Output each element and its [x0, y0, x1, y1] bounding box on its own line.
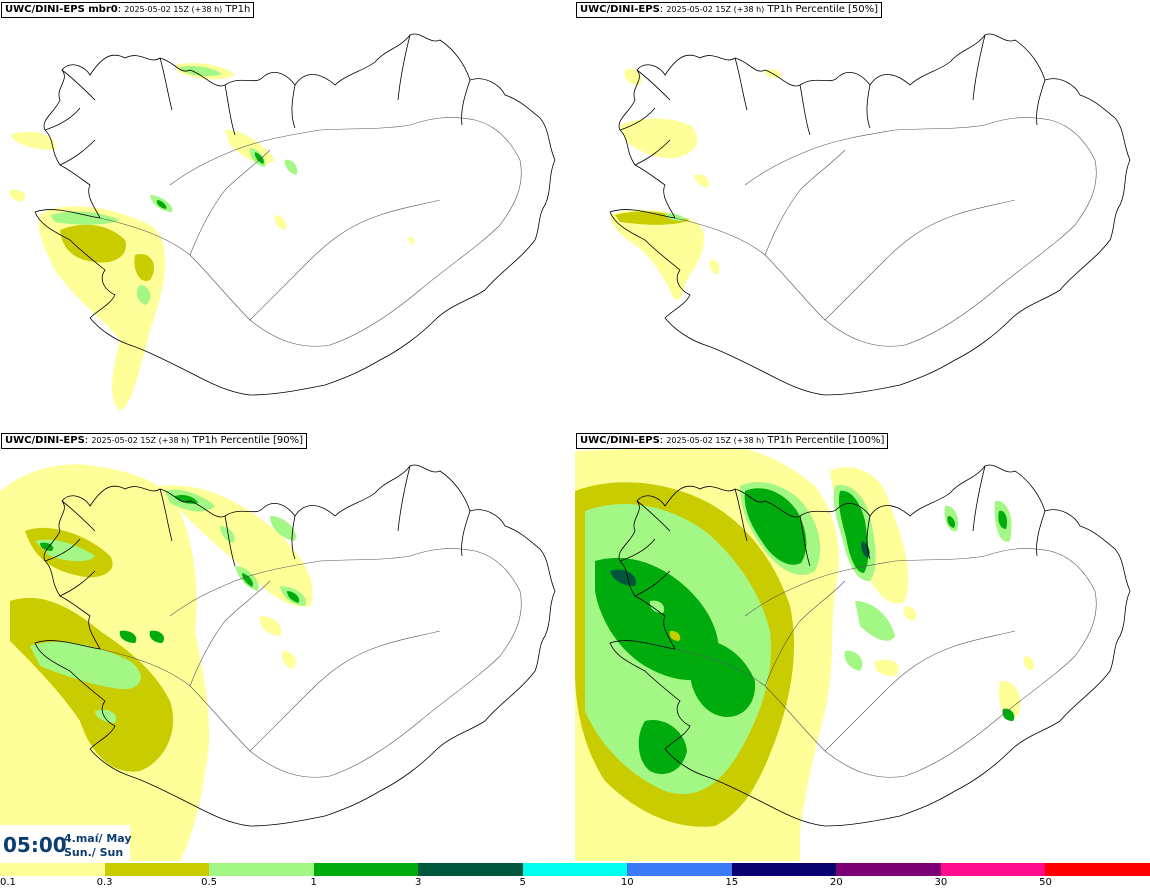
colorbar-tick-label: 0.3 — [96, 877, 113, 888]
colorbar-segment — [1045, 863, 1150, 876]
colorbar-ticks: 0.1 0.3 0.5 1 3 5 10 15 20 30 50 — [0, 877, 1150, 891]
colorbar-tick-label: 30 — [934, 877, 948, 888]
precip-map — [0, 464, 556, 861]
colorbar-tick-label: 0.1 — [0, 877, 16, 888]
precip-map — [575, 445, 1131, 861]
panel-title: UWC/DINI-EPS: 2025-05-02 15Z (+38 h) TP1… — [576, 2, 883, 18]
map-panel-p50: UWC/DINI-EPS: 2025-05-02 15Z (+38 h) TP1… — [575, 0, 1150, 430]
colorbar-segment — [731, 863, 837, 876]
precip-map — [9, 33, 556, 410]
colorbar-segment — [522, 863, 628, 876]
map-panel-mbr0: UWC/DINI-EPS mbr0: 2025-05-02 15Z (+38 h… — [0, 0, 575, 430]
panel-title: UWC/DINI-EPS mbr0: 2025-05-02 15Z (+38 h… — [1, 2, 255, 18]
colorbar-tick-label: 50 — [1039, 877, 1052, 888]
precip-colorbar — [0, 863, 1150, 876]
colorbar-tick-label: 3 — [414, 877, 422, 888]
colorbar-tick-label: 5 — [519, 877, 526, 888]
colorbar-segment — [627, 863, 732, 876]
colorbar-tick-label: 10 — [620, 877, 634, 888]
colorbar-segment — [836, 863, 941, 876]
map-panel-p90: UWC/DINI-EPS: 2025-05-02 15Z (+38 h) TP1… — [0, 431, 575, 861]
valid-date-line2: Sun./ Sun — [64, 846, 124, 859]
colorbar-segment — [104, 863, 210, 876]
colorbar-segment — [0, 863, 105, 876]
valid-date-line1: 4.maí/ May — [64, 832, 132, 845]
colorbar-tick-label: 1 — [310, 877, 317, 888]
colorbar-tick-label: 20 — [829, 877, 843, 888]
valid-time: 05:00 — [3, 833, 67, 857]
colorbar-tick-label: 0.5 — [201, 877, 218, 888]
colorbar-segment — [940, 863, 1046, 876]
map-panel-p100: UWC/DINI-EPS: 2025-05-02 15Z (+38 h) TP1… — [575, 431, 1150, 861]
colorbar-segment — [209, 863, 314, 876]
valid-time-box: 05:00 4.maí/ May Sun./ Sun — [0, 825, 132, 861]
colorbar-segment — [418, 863, 523, 876]
precip-map — [609, 33, 1131, 396]
panel-title: UWC/DINI-EPS: 2025-05-02 15Z (+38 h) TP1… — [1, 433, 308, 449]
colorbar-tick-label: 15 — [725, 877, 739, 888]
colorbar-segment — [313, 863, 419, 876]
panel-title: UWC/DINI-EPS: 2025-05-02 15Z (+38 h) TP1… — [576, 433, 889, 449]
